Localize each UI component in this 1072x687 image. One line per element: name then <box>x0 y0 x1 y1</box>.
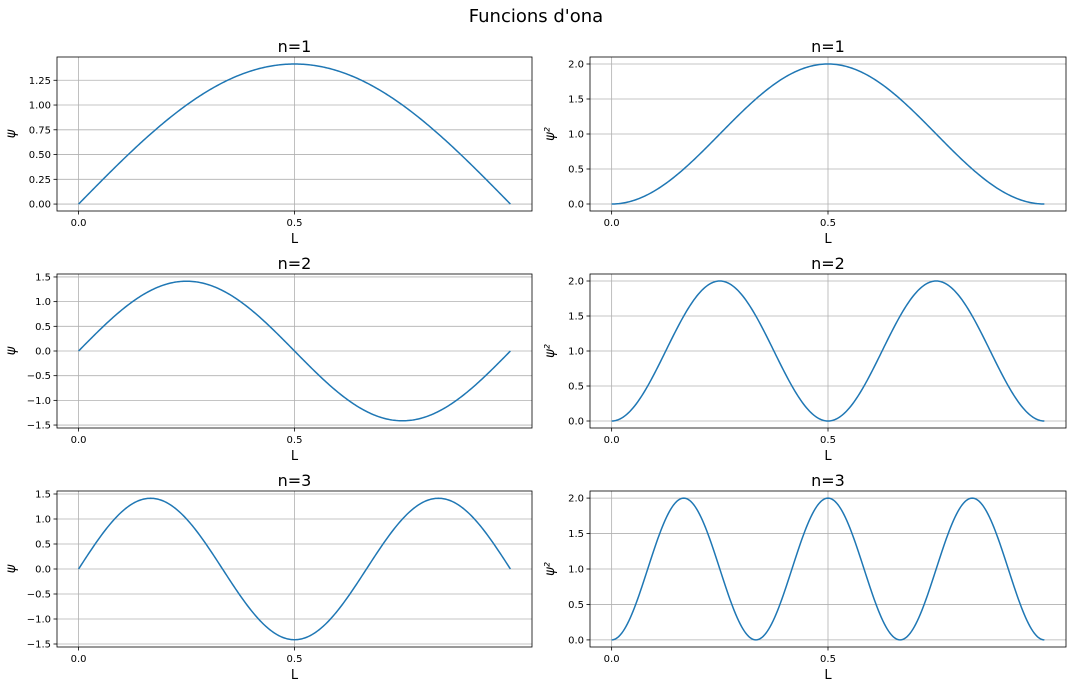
y-tick-label: 2.0 <box>568 60 584 71</box>
y-axis-label: ψ <box>4 129 19 138</box>
y-tick-label: 0.5 <box>568 165 584 176</box>
y-tick-label: 0.0 <box>568 635 584 646</box>
x-tick-label: 0.5 <box>820 218 836 229</box>
series-line <box>78 280 511 422</box>
y-tick-label: 1.5 <box>35 490 51 501</box>
x-axis-label: L <box>291 668 299 683</box>
panel-title: n=2 <box>278 254 312 273</box>
x-tick-label: 0.0 <box>71 654 87 665</box>
y-tick-label: 1.25 <box>29 76 51 87</box>
x-tick-label: 0.5 <box>287 218 303 229</box>
y-tick-label: −0.5 <box>27 371 51 382</box>
chart-panel: 0.0 0.5 0.00 0.25 0.50 0.75 1.00 1.25 n=1 Lψ <box>4 37 533 247</box>
y-axis-label: ψ² <box>543 344 558 358</box>
y-tick-label: 1.5 <box>568 95 584 106</box>
chart-panel: 0.0 0.5 −1.5 −1.0 −0.5 0.0 0.5 1.0 1.5 n=2 Lψ <box>4 254 533 464</box>
y-tick-label: 0.5 <box>35 322 51 333</box>
x-tick-label: 0.0 <box>604 435 620 446</box>
x-tick-label: 0.5 <box>820 654 836 665</box>
y-tick-label: 1.0 <box>35 515 51 526</box>
x-tick-label: 0.5 <box>820 435 836 446</box>
x-tick-label: 0.0 <box>604 218 620 229</box>
x-axis-label: L <box>291 449 299 464</box>
y-tick-label: 0.25 <box>29 175 51 186</box>
x-tick-label: 0.0 <box>71 218 87 229</box>
y-tick-label: 1.5 <box>35 272 51 283</box>
figure-title: Funcions d'ona <box>469 6 603 27</box>
panel-title: n=1 <box>811 37 845 56</box>
x-axis-label: L <box>824 232 832 247</box>
chart-panel: 0.0 0.5 −1.5 −1.0 −0.5 0.0 0.5 1.0 1.5 n=3 Lψ <box>4 471 533 683</box>
y-tick-label: 0.0 <box>568 417 584 428</box>
y-tick-label: 0.0 <box>568 200 584 211</box>
y-tick-label: −1.5 <box>27 640 51 651</box>
y-tick-label: −0.5 <box>27 590 51 601</box>
x-tick-label: 0.0 <box>604 654 620 665</box>
y-tick-label: −1.0 <box>27 615 51 626</box>
y-tick-label: 0.0 <box>35 347 51 358</box>
series-line <box>611 63 1045 205</box>
chart-panel: 0.0 0.5 0.0 0.5 1.0 1.5 2.0 n=2 Lψ² <box>543 254 1067 464</box>
y-axis-label: ψ² <box>543 562 558 576</box>
y-tick-label: 0.5 <box>568 382 584 393</box>
y-axis-label: ψ <box>4 564 19 573</box>
y-tick-label: −1.5 <box>27 421 51 432</box>
x-axis-label: L <box>824 668 832 683</box>
series-line <box>78 63 511 205</box>
series-line <box>611 280 1045 422</box>
y-tick-label: 0.5 <box>568 600 584 611</box>
y-tick-label: 0.5 <box>35 540 51 551</box>
y-tick-label: 1.5 <box>568 312 584 323</box>
x-axis-label: L <box>824 449 832 464</box>
y-tick-label: 1.5 <box>568 529 584 540</box>
x-tick-label: 0.5 <box>287 435 303 446</box>
y-tick-label: 2.0 <box>568 494 584 505</box>
y-tick-label: 1.0 <box>35 297 51 308</box>
y-tick-label: 2.0 <box>568 277 584 288</box>
chart-panel: 0.0 0.5 0.0 0.5 1.0 1.5 2.0 n=3 Lψ² <box>543 471 1067 683</box>
panel-title: n=3 <box>278 471 312 490</box>
y-tick-label: 0.50 <box>29 150 51 161</box>
y-tick-label: 1.0 <box>568 130 584 141</box>
y-tick-label: 0.0 <box>35 565 51 576</box>
series-line <box>611 497 1045 641</box>
y-tick-label: 1.0 <box>568 565 584 576</box>
y-tick-label: 0.75 <box>29 125 51 136</box>
y-axis-label: ψ² <box>543 127 558 141</box>
panel-title: n=3 <box>811 471 845 490</box>
x-tick-label: 0.5 <box>287 654 303 665</box>
panel-title: n=1 <box>278 37 312 56</box>
y-tick-label: 1.00 <box>29 101 51 112</box>
chart-panel: 0.0 0.5 0.0 0.5 1.0 1.5 2.0 n=1 Lψ² <box>543 37 1067 247</box>
y-tick-label: 1.0 <box>568 347 584 358</box>
series-line <box>77 497 512 641</box>
panel-title: n=2 <box>811 254 845 273</box>
y-axis-label: ψ <box>4 346 19 355</box>
x-tick-label: 0.0 <box>71 435 87 446</box>
y-tick-label: 0.00 <box>29 200 51 211</box>
y-tick-label: −1.0 <box>27 396 51 407</box>
x-axis-label: L <box>291 232 299 247</box>
